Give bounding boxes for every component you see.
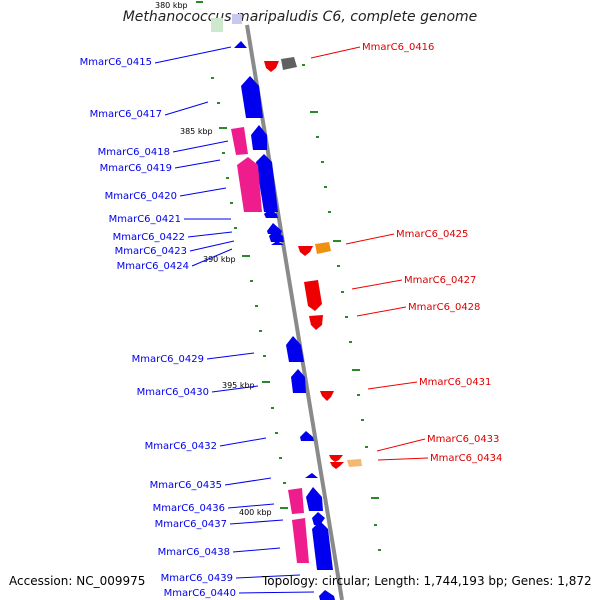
- gene-label: MmarC6_0418: [98, 147, 170, 158]
- partial-gene: [211, 18, 223, 32]
- gene-label: MmarC6_0416: [362, 42, 434, 53]
- gene-MmarC6_0416-other: [281, 57, 297, 70]
- forward-strand-genes: [264, 61, 344, 469]
- gene-label: MmarC6_0439: [161, 573, 233, 584]
- gene-label: MmarC6_0421: [109, 214, 181, 225]
- partial-gene: [232, 14, 242, 24]
- gene-MmarC6_0415: [234, 41, 247, 48]
- gene-label: MmarC6_0434: [430, 453, 502, 464]
- gene-MmarC6_0433: [329, 455, 343, 462]
- gene-label: MmarC6_0417: [90, 109, 162, 120]
- gene-MmarC6_0429: [286, 336, 304, 362]
- rna-genes: [231, 127, 309, 563]
- tick-marks: [196, 1, 381, 551]
- gene-MmarC6_0431: [320, 391, 334, 401]
- kbp-tick-label: 385 kbp: [180, 127, 213, 136]
- kbp-tick-label: 395 kbp: [222, 381, 255, 390]
- gene-label: MmarC6_0429: [132, 354, 204, 365]
- gene-MmarC6_0425-orange: [315, 242, 331, 254]
- gene-MmarC6_0416: [264, 61, 279, 72]
- gene-label: MmarC6_0436: [153, 503, 225, 514]
- gene-MmarC6_0428: [309, 315, 323, 330]
- left-leader-lines: [154, 46, 315, 594]
- gene-MmarC6_0419: [256, 154, 278, 212]
- gene-label: MmarC6_0422: [113, 232, 185, 243]
- gene-label: MmarC6_0424: [117, 261, 189, 272]
- gene-MmarC6_0434-yellow: [347, 459, 362, 467]
- gene-label: MmarC6_0435: [150, 480, 222, 491]
- gene-label: MmarC6_0433: [427, 434, 499, 445]
- gene-MmarC6_0435: [305, 473, 318, 478]
- gene-label: MmarC6_0431: [419, 377, 491, 388]
- gene-MmarC6_0424: [271, 241, 284, 245]
- gene-label: MmarC6_0440: [164, 588, 236, 599]
- kbp-tick-label: 400 kbp: [239, 508, 272, 517]
- gene-MmarC6_0417: [241, 76, 263, 118]
- gene-MmarC6_0418: [251, 125, 267, 150]
- gene-MmarC6_0430: [291, 369, 306, 393]
- gene-MmarC6_0418-rna: [231, 127, 248, 155]
- gene-label: MmarC6_0419: [100, 163, 172, 174]
- genome-backbone: [245, 24, 344, 600]
- gene-label: MmarC6_0415: [80, 57, 152, 68]
- gene-label: MmarC6_0432: [145, 441, 217, 452]
- gene-MmarC6_0438: [312, 521, 333, 570]
- gene-label: MmarC6_0430: [137, 387, 209, 398]
- gene-MmarC6_0436: [306, 487, 323, 511]
- gene-MmarC6_0420: [264, 209, 278, 218]
- reverse-strand-genes: [234, 41, 335, 600]
- kbp-tick-label: 390 kbp: [203, 255, 236, 264]
- gene-MmarC6_0437: [312, 512, 325, 525]
- gene-label: MmarC6_0437: [155, 519, 227, 530]
- right-leader-lines: [310, 46, 429, 461]
- gene-MmarC6_0422: [267, 223, 282, 234]
- gene-label: MmarC6_0420: [105, 191, 177, 202]
- gene-label: MmarC6_0425: [396, 229, 468, 240]
- gene-MmarC6_0438-rna: [292, 518, 309, 563]
- gene-MmarC6_0434: [330, 462, 344, 469]
- gene-MmarC6_0427: [304, 280, 322, 311]
- gene-label: MmarC6_0427: [404, 275, 476, 286]
- gene-MmarC6_0423: [269, 230, 284, 242]
- gene-MmarC6_0436-rna: [288, 488, 304, 514]
- gene-MmarC6_0440: [319, 590, 335, 600]
- gene-label: MmarC6_0423: [115, 246, 187, 257]
- gene-label: MmarC6_0438: [158, 547, 230, 558]
- gene-MmarC6_0432: [300, 431, 314, 441]
- gene-MmarC6_0420-rna: [237, 157, 262, 212]
- kbp-tick-label: 380 kbp: [155, 1, 188, 10]
- gene-label: MmarC6_0428: [408, 302, 480, 313]
- genome-summary-text: Topology: circular; Length: 1,744,193 bp…: [262, 574, 592, 588]
- gene-MmarC6_0425: [298, 246, 313, 256]
- accession-text: Accession: NC_009975: [9, 574, 146, 588]
